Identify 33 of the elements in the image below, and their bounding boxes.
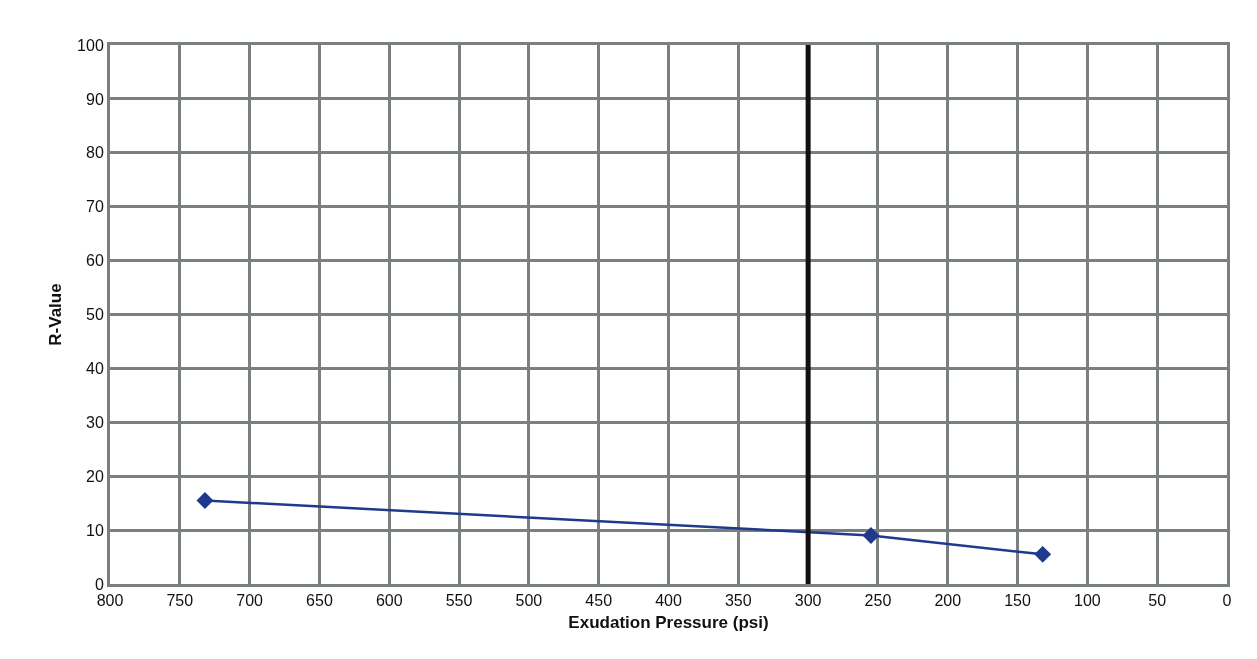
y-tick-label: 20 [86, 467, 104, 485]
y-tick-label: 70 [86, 198, 104, 216]
y-tick-label: 90 [86, 90, 104, 108]
y-tick-label: 0 [94, 575, 104, 593]
y-tick-label: 80 [86, 144, 104, 162]
x-tick-label: 550 [445, 592, 473, 610]
y-axis-title: R-Value [45, 283, 65, 346]
x-tick-label: 300 [794, 592, 822, 610]
point [1034, 545, 1052, 563]
x-tick-label: 700 [236, 592, 264, 610]
x-tick-label: 250 [864, 592, 892, 610]
x-tick-label: 750 [166, 592, 194, 610]
x-tick-label: 600 [375, 592, 403, 610]
y-tick-label: 30 [86, 413, 104, 431]
x-tick-label: 50 [1148, 592, 1167, 610]
x-tick-label: 150 [1004, 592, 1032, 610]
y-tick-label: 60 [86, 252, 104, 270]
x-tick-label: 500 [515, 592, 543, 610]
x-tick-label: 650 [306, 592, 333, 610]
x-tick-label: 450 [585, 592, 613, 610]
x-axis-title: Exudation Pressure (psi) [568, 612, 769, 632]
x-tick-label: 400 [655, 592, 682, 610]
x-tick-label: 350 [724, 592, 752, 610]
y-tick-label: 40 [86, 360, 104, 377]
x-tick-label: 200 [934, 592, 962, 610]
point [196, 492, 214, 509]
y-tick-label: 50 [86, 306, 104, 324]
y-tick-label: 100 [77, 36, 104, 54]
x-tick-label: 800 [96, 592, 124, 610]
x-tick-label: 0 [1222, 592, 1232, 610]
point [862, 527, 880, 544]
y-tick-label: 10 [86, 521, 104, 539]
x-tick-label: 100 [1074, 592, 1101, 610]
